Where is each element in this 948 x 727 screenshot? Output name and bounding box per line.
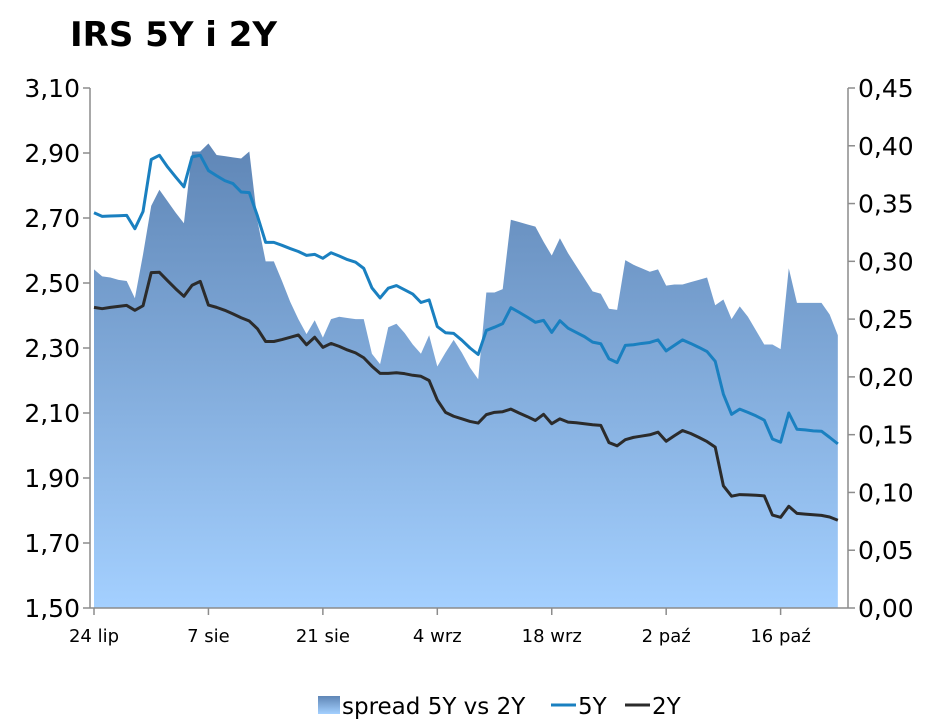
chart-title: IRS 5Y i 2Y [70,15,277,55]
legend-label-2y: 2Y [652,694,682,720]
x-tick-label: 16 paź [750,626,811,647]
right-tick-label: 0,45 [858,74,914,103]
right-tick-label: 0,10 [858,478,914,507]
left-tick-label: 3,10 [24,74,80,103]
legend: spread 5Y vs 2Y 5Y 2Y [318,694,682,720]
x-tick-label: 2 paź [642,626,691,647]
right-tick-label: 0,40 [858,132,914,161]
right-tick-label: 0,00 [858,594,914,623]
right-tick-label: 0,20 [858,363,914,392]
x-tick-label: 7 sie [187,626,230,647]
x-tick-label: 4 wrz [413,626,462,647]
left-tick-label: 2,70 [24,204,80,233]
x-tick-label: 24 lip [69,626,119,647]
right-tick-label: 0,15 [858,421,914,450]
right-axis-ticks: 0,00 0,05 0,10 0,15 0,20 0,25 0,30 0,35 0,40 0,45 [848,74,914,623]
left-tick-label: 2,90 [24,139,80,168]
left-tick-label: 2,10 [24,399,80,428]
left-tick-label: 2,50 [24,269,80,298]
left-tick-label: 1,50 [24,594,80,623]
x-axis-ticks: 24 lip 7 sie 21 sie 4 wrz 18 wrz 2 paź 16 paź [69,608,811,647]
series-line-2y [93,270,839,522]
left-tick-label: 1,70 [24,529,80,558]
left-tick-label: 1,90 [24,464,80,493]
left-tick-label: 2,30 [24,334,80,363]
right-tick-label: 0,30 [858,247,914,276]
x-tick-label: 21 sie [296,626,350,647]
legend-label-spread: spread 5Y vs 2Y [342,694,526,720]
x-tick-label: 18 wrz [522,626,582,647]
series-line-5y [93,153,839,446]
right-tick-label: 0,25 [858,305,914,334]
right-tick-label: 0,35 [858,190,914,219]
series-area-spread-5y-vs-2y [94,143,838,608]
legend-swatch-spread [318,696,340,714]
right-tick-label: 0,05 [858,536,914,565]
left-axis-ticks: 1,50 1,70 1,90 2,10 2,30 2,50 2,70 2,90 3,10 [24,74,90,623]
legend-label-5y: 5Y [578,694,608,720]
